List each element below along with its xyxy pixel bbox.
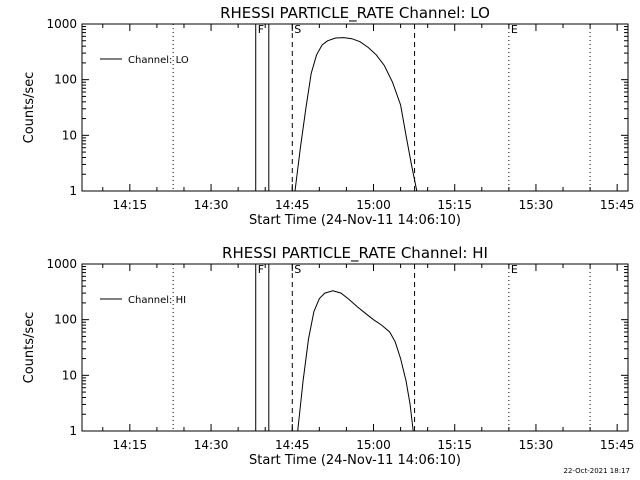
series-line xyxy=(297,290,414,432)
y-tick-label: 100 xyxy=(54,313,77,327)
chart-panel-lo: RHESSI PARTICLE_RATE Channel: LO Start Ti… xyxy=(22,4,634,228)
x-tick-label: 15:00 xyxy=(356,198,391,212)
y-axis-label: Counts/sec xyxy=(22,72,37,144)
x-tick-label: 15:45 xyxy=(600,438,635,452)
legend-label: Channel: HI xyxy=(128,295,186,306)
event-marker-label: E xyxy=(511,23,518,36)
chart-title: RHESSI PARTICLE_RATE Channel: LO xyxy=(220,4,490,23)
y-axis-label: Counts/sec xyxy=(22,312,37,384)
plot-frame xyxy=(81,263,629,432)
y-tick-label: 10 xyxy=(62,368,77,382)
x-tick-label: 14:45 xyxy=(275,438,310,452)
footer-timestamp: 22-Oct-2021 18:17 xyxy=(564,467,630,475)
x-tick-label: 14:30 xyxy=(194,198,229,212)
x-tick-label: 15:30 xyxy=(519,198,554,212)
event-marker-label: S xyxy=(294,263,301,276)
x-tick-label: 15:15 xyxy=(437,438,472,452)
y-tick-label: 100 xyxy=(54,73,77,87)
y-tick-label: 1000 xyxy=(46,17,77,31)
chart-title: RHESSI PARTICLE_RATE Channel: HI xyxy=(222,244,488,263)
x-tick-label: 14:15 xyxy=(113,198,148,212)
legend-label: Channel: LO xyxy=(128,55,189,66)
x-tick-label: 14:45 xyxy=(275,198,310,212)
series-line xyxy=(294,37,418,192)
event-marker-label: E xyxy=(511,263,518,276)
event-marker-label: S xyxy=(294,23,301,36)
y-tick-label: 10 xyxy=(62,128,77,142)
y-tick-label: 1000 xyxy=(46,257,77,271)
x-tick-label: 15:15 xyxy=(437,198,472,212)
x-axis-label: Start Time (24-Nov-11 14:06:10) xyxy=(249,453,461,468)
y-tick-label: 1 xyxy=(69,424,77,438)
x-tick-label: 15:45 xyxy=(600,198,635,212)
x-tick-label: 14:15 xyxy=(113,438,148,452)
plot-frame xyxy=(81,23,629,192)
y-tick-label: 1 xyxy=(69,184,77,198)
chart-panel-hi: RHESSI PARTICLE_RATE Channel: HI Start Ti… xyxy=(22,244,634,468)
x-tick-label: 15:00 xyxy=(356,438,391,452)
x-axis-label: Start Time (24-Nov-11 14:06:10) xyxy=(249,213,461,228)
event-marker-label: F xyxy=(258,263,264,276)
x-tick-label: 14:30 xyxy=(194,438,229,452)
event-marker-label: F xyxy=(258,23,264,36)
x-tick-label: 15:30 xyxy=(519,438,554,452)
